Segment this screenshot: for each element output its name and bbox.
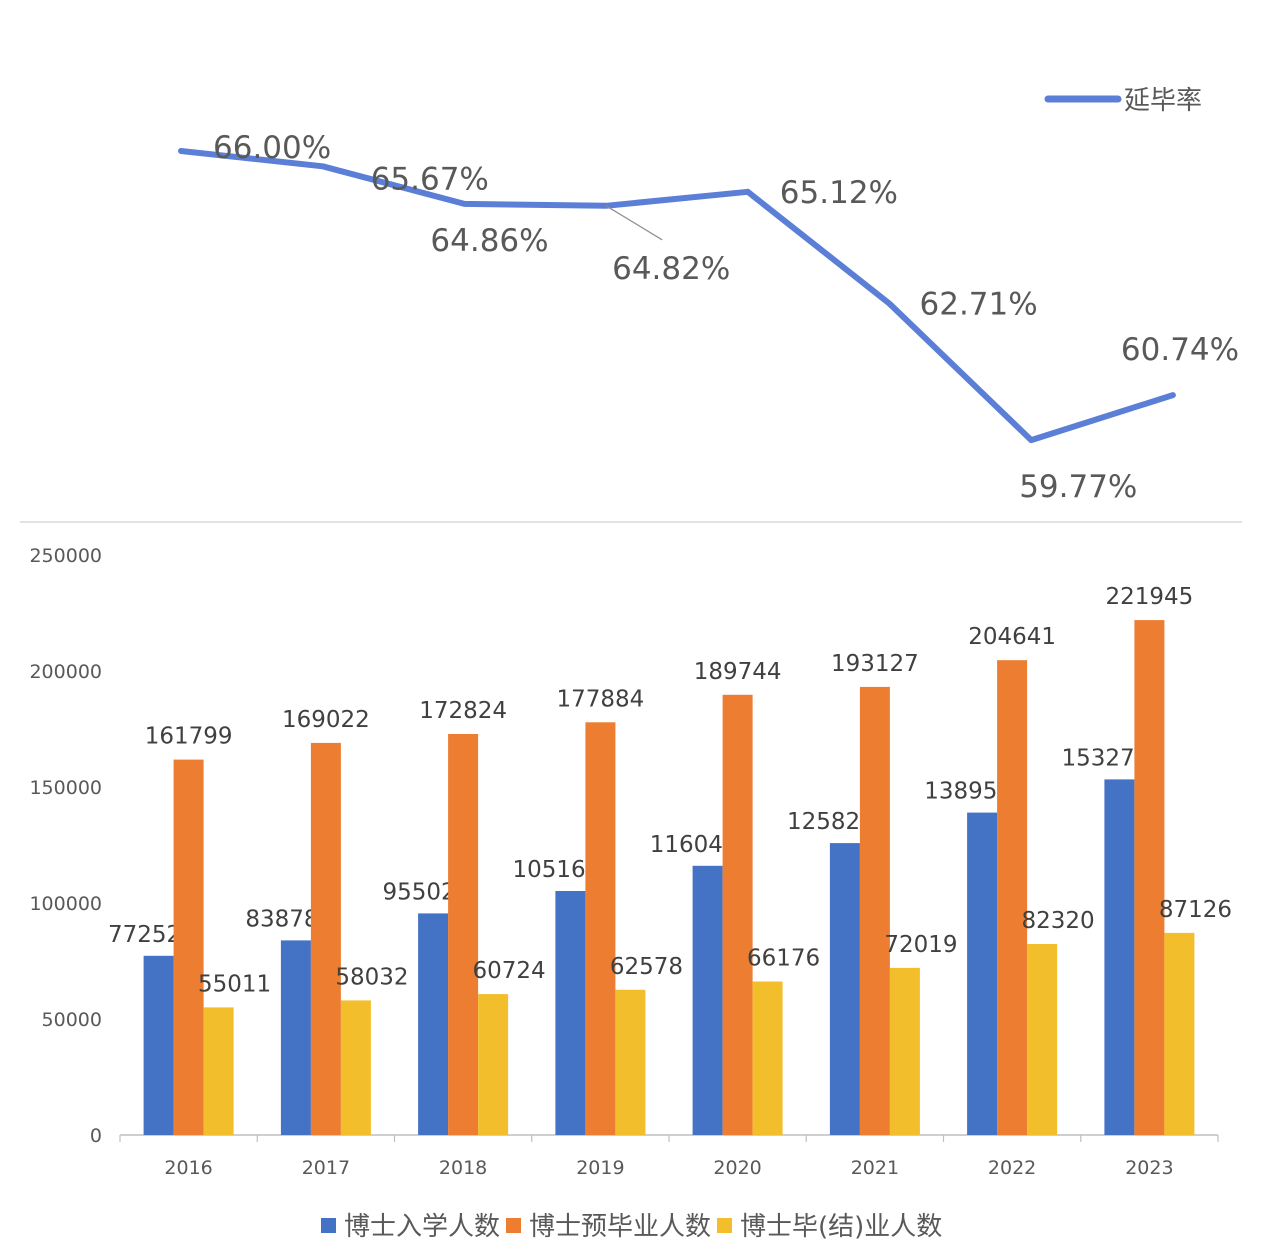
y-tick-label: 150000	[29, 777, 102, 799]
bar-data-label: 58032	[335, 964, 408, 990]
bar-expected-graduation	[448, 734, 479, 1135]
bar-data-label: 60724	[473, 958, 546, 984]
bar-graduation	[1164, 932, 1195, 1135]
bar-enrollment	[967, 812, 998, 1135]
x-tick-label: 2023	[1125, 1157, 1173, 1179]
x-tick-label: 2018	[439, 1157, 487, 1179]
line-data-label: 59.77%	[1019, 469, 1137, 505]
legend-swatch	[717, 1218, 732, 1233]
bar-data-label: 62578	[610, 954, 683, 980]
bar-expected-graduation	[585, 722, 616, 1135]
y-tick-label: 100000	[29, 893, 102, 915]
legend-label: 博士预毕业人数	[529, 1212, 711, 1242]
bar-data-label: 169022	[282, 707, 370, 733]
bar-enrollment	[143, 955, 174, 1135]
x-tick-label: 2021	[851, 1157, 899, 1179]
bar-graduation	[340, 1000, 371, 1135]
y-tick-label: 200000	[29, 661, 102, 683]
bar-data-label: 177884	[556, 686, 644, 712]
bar-expected-graduation	[722, 694, 753, 1135]
bar-data-label: 221945	[1105, 584, 1193, 610]
line-series-path	[178, 148, 1176, 444]
y-tick-label: 50000	[42, 1009, 102, 1031]
bar-enrollment	[418, 913, 449, 1135]
bar-data-label: 72019	[884, 932, 957, 958]
bar-legend: 博士入学人数 博士预毕业人数 博士毕(结)业人数	[321, 1212, 942, 1242]
x-tick-label: 2017	[302, 1157, 350, 1179]
bar-enrollment	[692, 865, 723, 1135]
bar-graduation	[1027, 944, 1058, 1135]
bar-expected-graduation	[1134, 620, 1165, 1135]
bar-data-label: 193127	[831, 651, 919, 677]
line-data-label: 60.74%	[1121, 332, 1239, 368]
bar-graduation	[615, 989, 646, 1135]
y-tick-label: 250000	[29, 545, 102, 567]
bar-data-label: 87126	[1159, 897, 1232, 923]
bar-data-label: 83878	[245, 906, 318, 932]
bar-enrollment	[280, 940, 311, 1135]
bar-data-label: 204641	[968, 624, 1056, 650]
bar-expected-graduation	[997, 660, 1028, 1135]
label-leader-line	[605, 205, 663, 241]
legend-swatch	[321, 1218, 336, 1233]
bar-graduation	[752, 981, 783, 1135]
bar-data-label: 189744	[694, 659, 782, 685]
legend-label: 博士入学人数	[344, 1212, 500, 1242]
bar-data-label: 95502	[383, 879, 456, 905]
legend-label: 博士毕(结)业人数	[740, 1212, 942, 1242]
line-data-label: 65.67%	[371, 161, 489, 197]
bar-expected-graduation	[173, 759, 204, 1135]
line-data-label: 64.86%	[430, 223, 548, 259]
bar-chart: 0 50000 100000 150000 200000 250000 2016 2017 20…	[29, 545, 1232, 1179]
bar-data-label: 55011	[198, 971, 271, 997]
line-data-label: 62.71%	[920, 287, 1038, 323]
bar-enrollment	[829, 843, 860, 1135]
x-tick-label: 2019	[576, 1157, 624, 1179]
line-data-label: 65.12%	[780, 175, 898, 211]
x-tick-label: 2022	[988, 1157, 1036, 1179]
legend-swatch	[506, 1218, 521, 1233]
line-chart: 延毕率 66.00% 65.67% 64.86% 64.82% 65.12% 62.71%…	[178, 86, 1239, 505]
bar-data-label: 77252	[108, 922, 181, 948]
line-data-label: 64.82%	[612, 251, 730, 287]
bar-graduation	[889, 967, 920, 1135]
bar-enrollment	[555, 891, 586, 1135]
bar-expected-graduation	[859, 686, 890, 1135]
bar-data-label: 66176	[747, 946, 820, 972]
bar-data-label: 161799	[145, 724, 233, 750]
line-data-label: 66.00%	[213, 130, 331, 166]
bar-data-label: 82320	[1022, 908, 1095, 934]
y-tick-label: 0	[90, 1125, 102, 1147]
bar-graduation	[203, 1007, 234, 1135]
x-tick-label: 2020	[713, 1157, 761, 1179]
bar-data-label: 172824	[419, 698, 507, 724]
line-legend: 延毕率	[1044, 86, 1202, 116]
bar-expected-graduation	[310, 742, 341, 1135]
x-tick-label: 2016	[164, 1157, 212, 1179]
bar-graduation	[478, 994, 509, 1135]
bar-enrollment	[1104, 779, 1135, 1135]
legend-line-label: 延毕率	[1124, 86, 1202, 116]
